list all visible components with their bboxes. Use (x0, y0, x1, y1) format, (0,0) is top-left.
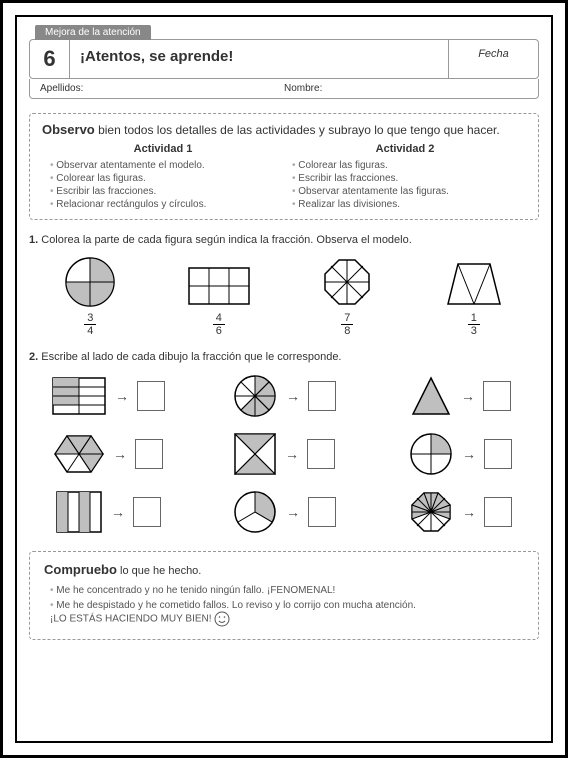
q2-num: 2. (29, 351, 38, 363)
answer-box[interactable] (137, 381, 165, 411)
list-item: Observar atentamente las figuras. (292, 185, 526, 198)
question-2: 2. Escribe al lado de cada dibujo la fra… (29, 351, 539, 363)
check-rest: lo que he hecho. (117, 565, 201, 577)
arrow-icon: → (286, 504, 300, 520)
page-title: ¡Atentos, se aprende! (70, 40, 448, 78)
rect-stripes-icon (55, 490, 103, 534)
answer-box[interactable] (308, 497, 336, 527)
figure-circle: 34 (64, 256, 116, 337)
arrow-icon: → (286, 388, 300, 404)
observo-title: Observo bien todos los detalles de las a… (42, 122, 526, 137)
list-item: Realizar las divisiones. (292, 198, 526, 211)
circle-34-icon (64, 256, 116, 308)
list-item: Observar atentamente el modelo. (50, 159, 284, 172)
observo-rest: bien todos los detalles de las actividad… (95, 123, 500, 137)
q2-grid: → → → (29, 373, 539, 535)
answer-box[interactable] (484, 497, 512, 527)
frac-n: 4 (213, 312, 225, 325)
frac-d: 3 (468, 325, 480, 337)
observo-lead: Observo (42, 122, 95, 137)
lesson-number: 6 (30, 40, 70, 78)
surname-label: Apellidos: (40, 83, 284, 94)
header-tab: Mejora de la atención (35, 25, 151, 40)
triangle-icon (409, 374, 453, 418)
arrow-icon: → (111, 504, 125, 520)
octagon-78-icon (321, 256, 373, 308)
q2-cell: → (29, 489, 187, 535)
frac-d: 6 (213, 325, 225, 337)
circle-3-icon (232, 489, 278, 535)
q2-cell: → (29, 431, 187, 477)
rect-46-icon (187, 264, 251, 308)
figure-octagon: 78 (321, 256, 373, 337)
check-item-text: Me he despistado y he cometido fallos. L… (56, 600, 416, 611)
trapezoid-13-icon (444, 260, 504, 308)
arrow-icon: → (462, 504, 476, 520)
arrow-icon: → (462, 446, 476, 462)
frac-n: 7 (341, 312, 353, 325)
q2-cell: → (205, 489, 363, 535)
q2-cell: → (205, 431, 363, 477)
list-item: Escribir las fracciones. (50, 185, 284, 198)
frac-n: 1 (468, 312, 480, 325)
header-row: 6 ¡Atentos, se aprende! Fecha (29, 39, 539, 79)
q1-text: Colorea la parte de cada figura según in… (38, 234, 412, 246)
frac-n: 3 (84, 312, 96, 325)
check-final: ¡LO ESTÁS HACIENDO MUY BIEN! (50, 614, 212, 625)
figure-rect: 46 (187, 264, 251, 337)
activity-2-col: Actividad 2 Colorear las figuras. Escrib… (284, 143, 526, 211)
octagon-fill-icon (408, 489, 454, 535)
q2-cell: → (381, 489, 539, 535)
hexagon-icon (53, 432, 105, 476)
question-1: 1. Colorea la parte de cada figura según… (29, 234, 539, 246)
date-label: Fecha (448, 40, 538, 78)
answer-box[interactable] (307, 439, 335, 469)
check-box: Compruebo lo que he hecho. Me he concent… (29, 551, 539, 640)
circle-8-icon (232, 373, 278, 419)
frac-d: 8 (341, 325, 353, 337)
list-item: Me he despistado y he cometido fallos. L… (50, 598, 524, 629)
check-lead: Compruebo (44, 562, 117, 577)
arrow-icon: → (285, 446, 299, 462)
answer-box[interactable] (135, 439, 163, 469)
activity-1-head: Actividad 1 (42, 143, 284, 155)
q1-num: 1. (29, 234, 38, 246)
smile-icon (214, 611, 230, 627)
list-item: Escribir las fracciones. (292, 172, 526, 185)
activity-1-col: Actividad 1 Observar atentamente el mode… (42, 143, 284, 211)
arrow-icon: → (115, 388, 129, 404)
list-item: Colorear las figuras. (50, 172, 284, 185)
arrow-icon: → (113, 446, 127, 462)
square-x-icon (233, 432, 277, 476)
q2-cell: → (381, 431, 539, 477)
answer-box[interactable] (308, 381, 336, 411)
name-row: Apellidos: Nombre: (29, 79, 539, 99)
answer-box[interactable] (484, 439, 512, 469)
q2-cell: → (381, 373, 539, 419)
arrow-icon: → (461, 388, 475, 404)
activity-2-head: Actividad 2 (284, 143, 526, 155)
q2-cell: → (29, 373, 187, 419)
list-item: Colorear las figuras. (292, 159, 526, 172)
circle-4-icon (408, 431, 454, 477)
rect-8-icon (51, 376, 107, 416)
list-item: Me he concentrado y no he tenido ningún … (50, 583, 524, 598)
frac-d: 4 (84, 325, 96, 337)
list-item: Relacionar rectángulos y círculos. (50, 198, 284, 211)
check-title: Compruebo lo que he hecho. (44, 562, 524, 577)
answer-box[interactable] (483, 381, 511, 411)
answer-box[interactable] (133, 497, 161, 527)
observo-box: Observo bien todos los detalles de las a… (29, 113, 539, 220)
q2-text: Escribe al lado de cada dibujo la fracci… (38, 351, 341, 363)
q2-cell: → (205, 373, 363, 419)
figure-trapezoid: 13 (444, 260, 504, 337)
name-label: Nombre: (284, 83, 528, 94)
worksheet-page: Mejora de la atención 6 ¡Atentos, se apr… (15, 15, 553, 743)
q1-figures: 34 46 78 13 (29, 256, 539, 337)
